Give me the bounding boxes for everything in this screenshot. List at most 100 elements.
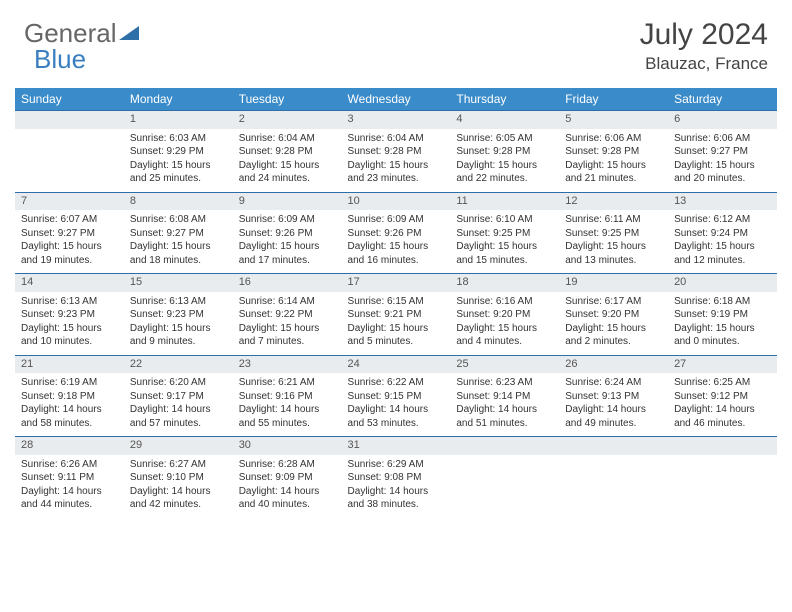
daylight-line: Daylight: 14 hours and 53 minutes. [348, 403, 445, 430]
daylight-line: Daylight: 14 hours and 38 minutes. [348, 485, 445, 512]
daylight-line: Daylight: 14 hours and 58 minutes. [21, 403, 118, 430]
day-content-cell: Sunrise: 6:14 AMSunset: 9:22 PMDaylight:… [233, 292, 342, 356]
logo-triangle-icon [119, 18, 141, 49]
day-number-cell: 14 [15, 274, 124, 292]
sunrise-line: Sunrise: 6:13 AM [130, 295, 227, 309]
daylight-line: Daylight: 14 hours and 42 minutes. [130, 485, 227, 512]
day-number-cell: 29 [124, 437, 233, 455]
day-number-cell: 21 [15, 355, 124, 373]
sunset-line: Sunset: 9:15 PM [348, 390, 445, 404]
day-number-cell: 16 [233, 274, 342, 292]
daylight-line: Daylight: 15 hours and 15 minutes. [456, 240, 553, 267]
sunset-line: Sunset: 9:25 PM [565, 227, 662, 241]
calendar-table: SundayMondayTuesdayWednesdayThursdayFrid… [15, 88, 777, 518]
day-content-cell: Sunrise: 6:28 AMSunset: 9:09 PMDaylight:… [233, 455, 342, 518]
content-row: Sunrise: 6:13 AMSunset: 9:23 PMDaylight:… [15, 292, 777, 356]
sunrise-line: Sunrise: 6:22 AM [348, 376, 445, 390]
sunset-line: Sunset: 9:14 PM [456, 390, 553, 404]
weekday-header: Monday [124, 88, 233, 111]
sunrise-line: Sunrise: 6:26 AM [21, 458, 118, 472]
daylight-line: Daylight: 15 hours and 10 minutes. [21, 322, 118, 349]
sunrise-line: Sunrise: 6:07 AM [21, 213, 118, 227]
sunrise-line: Sunrise: 6:14 AM [239, 295, 336, 309]
day-content-cell: Sunrise: 6:06 AMSunset: 9:28 PMDaylight:… [559, 129, 668, 193]
day-number-cell: 22 [124, 355, 233, 373]
month-title: July 2024 [640, 18, 768, 52]
day-content-cell [15, 129, 124, 193]
daylight-line: Daylight: 15 hours and 16 minutes. [348, 240, 445, 267]
day-content-cell: Sunrise: 6:15 AMSunset: 9:21 PMDaylight:… [342, 292, 451, 356]
header: General July 2024 Blauzac, France [0, 0, 792, 82]
sunrise-line: Sunrise: 6:20 AM [130, 376, 227, 390]
daylight-line: Daylight: 15 hours and 23 minutes. [348, 159, 445, 186]
sunset-line: Sunset: 9:23 PM [21, 308, 118, 322]
daylight-line: Daylight: 14 hours and 49 minutes. [565, 403, 662, 430]
calendar-head: SundayMondayTuesdayWednesdayThursdayFrid… [15, 88, 777, 111]
daylight-line: Daylight: 15 hours and 22 minutes. [456, 159, 553, 186]
daylight-line: Daylight: 15 hours and 9 minutes. [130, 322, 227, 349]
day-content-cell: Sunrise: 6:04 AMSunset: 9:28 PMDaylight:… [342, 129, 451, 193]
day-content-cell: Sunrise: 6:16 AMSunset: 9:20 PMDaylight:… [450, 292, 559, 356]
daynum-row: 28293031 [15, 437, 777, 455]
sunrise-line: Sunrise: 6:06 AM [565, 132, 662, 146]
sunset-line: Sunset: 9:10 PM [130, 471, 227, 485]
day-number-cell: 3 [342, 111, 451, 129]
day-number-cell: 9 [233, 192, 342, 210]
day-number-cell: 23 [233, 355, 342, 373]
weekday-header: Saturday [668, 88, 777, 111]
day-content-cell: Sunrise: 6:19 AMSunset: 9:18 PMDaylight:… [15, 373, 124, 437]
content-row: Sunrise: 6:03 AMSunset: 9:29 PMDaylight:… [15, 129, 777, 193]
sunrise-line: Sunrise: 6:19 AM [21, 376, 118, 390]
daylight-line: Daylight: 15 hours and 7 minutes. [239, 322, 336, 349]
day-content-cell [450, 455, 559, 518]
sunset-line: Sunset: 9:12 PM [674, 390, 771, 404]
sunrise-line: Sunrise: 6:27 AM [130, 458, 227, 472]
day-content-cell: Sunrise: 6:05 AMSunset: 9:28 PMDaylight:… [450, 129, 559, 193]
title-block: July 2024 Blauzac, France [640, 18, 768, 74]
calendar-body: 123456Sunrise: 6:03 AMSunset: 9:29 PMDay… [15, 111, 777, 518]
day-number-cell: 4 [450, 111, 559, 129]
day-number-cell: 1 [124, 111, 233, 129]
sunrise-line: Sunrise: 6:23 AM [456, 376, 553, 390]
sunrise-line: Sunrise: 6:25 AM [674, 376, 771, 390]
sunset-line: Sunset: 9:19 PM [674, 308, 771, 322]
day-content-cell: Sunrise: 6:18 AMSunset: 9:19 PMDaylight:… [668, 292, 777, 356]
day-number-cell: 26 [559, 355, 668, 373]
day-number-cell: 8 [124, 192, 233, 210]
day-number-cell: 15 [124, 274, 233, 292]
day-number-cell: 27 [668, 355, 777, 373]
day-content-cell: Sunrise: 6:03 AMSunset: 9:29 PMDaylight:… [124, 129, 233, 193]
day-content-cell: Sunrise: 6:11 AMSunset: 9:25 PMDaylight:… [559, 210, 668, 274]
daylight-line: Daylight: 14 hours and 44 minutes. [21, 485, 118, 512]
sunrise-line: Sunrise: 6:03 AM [130, 132, 227, 146]
sunrise-line: Sunrise: 6:17 AM [565, 295, 662, 309]
day-number-cell [559, 437, 668, 455]
weekday-header: Thursday [450, 88, 559, 111]
day-content-cell: Sunrise: 6:25 AMSunset: 9:12 PMDaylight:… [668, 373, 777, 437]
day-number-cell: 19 [559, 274, 668, 292]
day-content-cell: Sunrise: 6:08 AMSunset: 9:27 PMDaylight:… [124, 210, 233, 274]
day-content-cell: Sunrise: 6:13 AMSunset: 9:23 PMDaylight:… [15, 292, 124, 356]
sunset-line: Sunset: 9:27 PM [674, 145, 771, 159]
day-number-cell: 18 [450, 274, 559, 292]
daylight-line: Daylight: 15 hours and 19 minutes. [21, 240, 118, 267]
sunrise-line: Sunrise: 6:29 AM [348, 458, 445, 472]
sunset-line: Sunset: 9:28 PM [565, 145, 662, 159]
sunrise-line: Sunrise: 6:06 AM [674, 132, 771, 146]
daylight-line: Daylight: 15 hours and 2 minutes. [565, 322, 662, 349]
sunrise-line: Sunrise: 6:10 AM [456, 213, 553, 227]
day-content-cell [559, 455, 668, 518]
day-number-cell: 24 [342, 355, 451, 373]
sunset-line: Sunset: 9:13 PM [565, 390, 662, 404]
sunset-line: Sunset: 9:22 PM [239, 308, 336, 322]
day-content-cell: Sunrise: 6:26 AMSunset: 9:11 PMDaylight:… [15, 455, 124, 518]
sunset-line: Sunset: 9:18 PM [21, 390, 118, 404]
daynum-row: 78910111213 [15, 192, 777, 210]
day-content-cell: Sunrise: 6:10 AMSunset: 9:25 PMDaylight:… [450, 210, 559, 274]
day-number-cell: 20 [668, 274, 777, 292]
weekday-header: Wednesday [342, 88, 451, 111]
sunset-line: Sunset: 9:26 PM [239, 227, 336, 241]
sunset-line: Sunset: 9:17 PM [130, 390, 227, 404]
day-number-cell: 13 [668, 192, 777, 210]
day-content-cell: Sunrise: 6:21 AMSunset: 9:16 PMDaylight:… [233, 373, 342, 437]
